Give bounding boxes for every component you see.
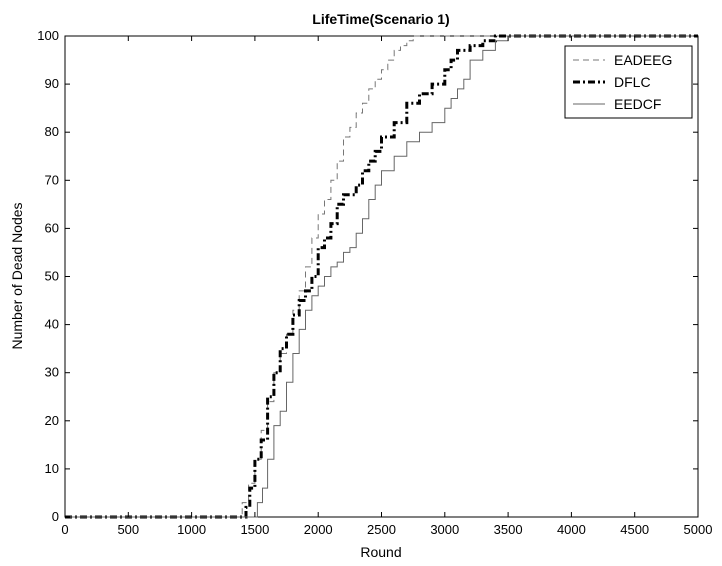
x-tick-label: 4000 [557,522,586,537]
series-line-eedcf [65,35,698,518]
x-tick-label: 2500 [367,522,396,537]
legend: EADEEG DFLC EEDCF [564,45,693,119]
series-line-eadeeg [65,35,698,518]
y-tick-label: 70 [45,172,59,187]
y-tick-label: 20 [45,413,59,428]
x-tick-label: 5000 [684,522,713,537]
series-line-dflc [65,34,698,519]
x-tick-label: 3000 [430,522,459,537]
y-tick-label: 50 [45,269,59,284]
x-tick-label: 1500 [240,522,269,537]
x-tick-label: 0 [61,522,68,537]
x-tick-label: 1000 [177,522,206,537]
x-tick-label: 4500 [620,522,649,537]
y-tick-label: 90 [45,76,59,91]
x-tick-label: 2000 [304,522,333,537]
x-tick-label: 3500 [494,522,523,537]
y-tick-label: 60 [45,220,59,235]
legend-label-eadeeg: EADEEG [614,52,672,68]
legend-box [564,45,693,119]
y-tick-label: 0 [52,509,59,524]
y-tick-label: 30 [45,365,59,380]
x-axis-label: Round [360,544,401,560]
series-layer [65,34,698,519]
chart-title: LifeTime(Scenario 1) [312,11,449,27]
y-tick-label: 80 [45,124,59,139]
y-tick-label: 40 [45,317,59,332]
y-axis-label: Number of Dead Nodes [9,202,25,349]
legend-label-eedcf: EEDCF [614,96,661,112]
x-tick-label: 500 [117,522,139,537]
legend-label-dflc: DFLC [614,74,651,90]
axis-ticks: 0 500 1000 1500 2000 2500 3000 3500 4000 4500 5000… [37,28,712,537]
y-tick-label: 10 [45,461,59,476]
y-tick-label: 100 [37,28,59,43]
